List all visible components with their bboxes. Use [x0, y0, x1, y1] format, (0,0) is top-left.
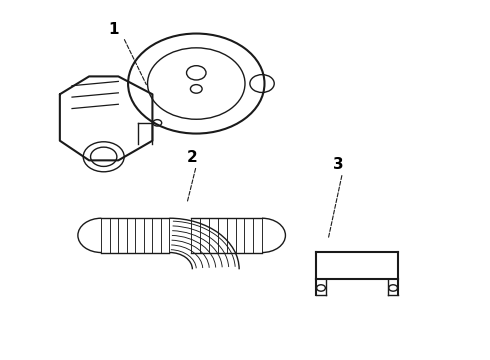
Text: 1: 1 — [109, 22, 119, 36]
Text: 3: 3 — [333, 157, 343, 172]
Text: 2: 2 — [187, 150, 197, 165]
